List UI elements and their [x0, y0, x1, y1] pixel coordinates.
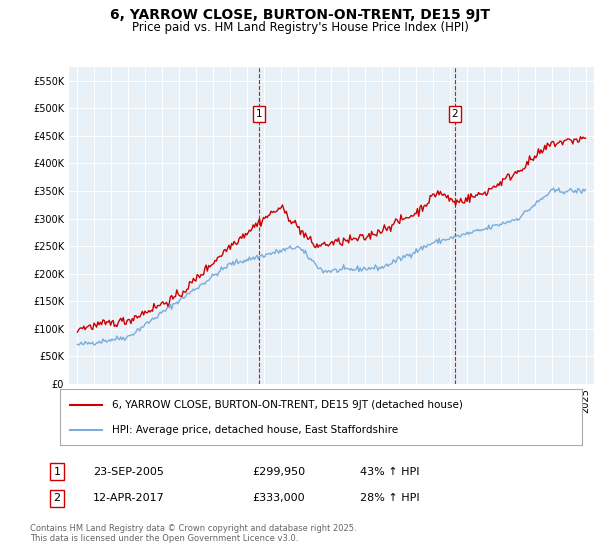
- Text: Contains HM Land Registry data © Crown copyright and database right 2025.
This d: Contains HM Land Registry data © Crown c…: [30, 524, 356, 543]
- Text: 1: 1: [53, 466, 61, 477]
- Text: £299,950: £299,950: [252, 466, 305, 477]
- Text: 1: 1: [256, 109, 262, 119]
- Text: 23-SEP-2005: 23-SEP-2005: [93, 466, 164, 477]
- Text: 6, YARROW CLOSE, BURTON-ON-TRENT, DE15 9JT: 6, YARROW CLOSE, BURTON-ON-TRENT, DE15 9…: [110, 8, 490, 22]
- Text: £333,000: £333,000: [252, 493, 305, 503]
- Text: HPI: Average price, detached house, East Staffordshire: HPI: Average price, detached house, East…: [112, 424, 398, 435]
- Text: 28% ↑ HPI: 28% ↑ HPI: [360, 493, 419, 503]
- Text: 2: 2: [53, 493, 61, 503]
- Text: 12-APR-2017: 12-APR-2017: [93, 493, 165, 503]
- Text: Price paid vs. HM Land Registry's House Price Index (HPI): Price paid vs. HM Land Registry's House …: [131, 21, 469, 34]
- Text: 6, YARROW CLOSE, BURTON-ON-TRENT, DE15 9JT (detached house): 6, YARROW CLOSE, BURTON-ON-TRENT, DE15 9…: [112, 400, 463, 410]
- Text: 2: 2: [451, 109, 458, 119]
- Text: 43% ↑ HPI: 43% ↑ HPI: [360, 466, 419, 477]
